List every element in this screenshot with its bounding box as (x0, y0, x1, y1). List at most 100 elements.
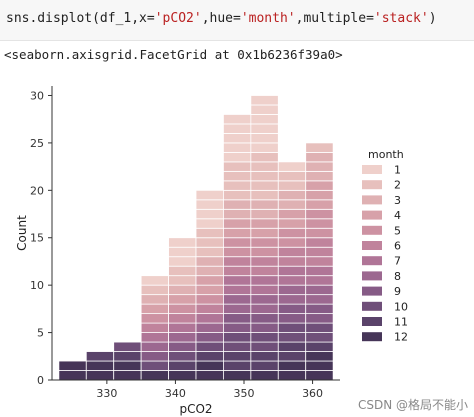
bar-segment (195, 237, 224, 248)
bar-segment (195, 227, 224, 239)
bar-segment (223, 208, 252, 220)
bar-segment (305, 199, 334, 210)
bar-segment (305, 237, 334, 248)
bar-segment (223, 360, 252, 371)
legend-label: 1 (394, 164, 401, 177)
bar-segment (250, 142, 279, 153)
bar-segment (250, 180, 279, 191)
bar-segment (85, 351, 115, 362)
bar-segment (250, 189, 279, 201)
legend-label: 6 (394, 240, 401, 253)
bar-segment (195, 294, 224, 305)
bar-segment (250, 341, 279, 352)
legend-swatch (362, 241, 382, 250)
bar-segment (250, 123, 279, 134)
bar-segment (140, 351, 169, 362)
bar-segment (277, 170, 307, 182)
bar-segment (250, 133, 279, 144)
bar-segment (223, 351, 252, 362)
bar-segment (277, 370, 307, 381)
bar-segment (305, 284, 334, 296)
bar-segment (277, 227, 307, 239)
bar-segment (168, 370, 197, 381)
bar-segment (85, 370, 115, 381)
bar-segment (305, 227, 334, 239)
bar-segment (250, 275, 279, 286)
legend-label: 11 (394, 316, 408, 329)
bar-segment (250, 313, 279, 324)
legend-swatch (362, 317, 382, 326)
legend-label: 2 (394, 179, 401, 192)
legend-swatch (362, 180, 382, 190)
bar-segment (195, 265, 224, 277)
bar-segment (168, 351, 197, 362)
bar-segment (223, 246, 252, 258)
bar-segment (277, 256, 307, 267)
bar-segment (168, 322, 197, 333)
bar-segment (305, 208, 334, 220)
bar-segment (305, 360, 334, 371)
bar-segment (250, 237, 279, 248)
bar-segment (223, 161, 252, 172)
bar-segment (250, 256, 279, 267)
bar-segment (250, 161, 279, 172)
bar-segment (168, 284, 197, 296)
y-tick-label: 25 (30, 137, 44, 150)
bar-segment (140, 332, 169, 343)
bar-segment (195, 275, 224, 286)
output-text: <seaborn.axisgrid.FacetGrid at 0x1b6236f… (4, 47, 343, 62)
bar-segment (277, 332, 307, 343)
code-arg-hue: 'month' (240, 11, 296, 26)
x-tick-label: 350 (234, 387, 255, 400)
bar-segment (305, 161, 334, 172)
bar-segment (58, 370, 87, 381)
y-tick-label: 10 (30, 279, 44, 292)
code-prefix: sns.displot(df_1,x= (6, 11, 155, 26)
bar-segment (277, 313, 307, 324)
bar-segment (223, 275, 252, 286)
bar-segment (195, 360, 224, 371)
bar-segment (168, 265, 197, 277)
bar-segment (140, 370, 169, 381)
bar-segment (168, 360, 197, 371)
bar-segment (277, 237, 307, 248)
bar-segment (140, 360, 169, 371)
bar-segment (277, 294, 307, 305)
x-axis-label: pCO2 (179, 402, 212, 416)
bar-segment (305, 351, 334, 362)
bar-segment (223, 199, 252, 210)
bar-segment (250, 284, 279, 296)
bar-segment (140, 284, 169, 296)
watermark: CSDN @格局不能小 (357, 398, 468, 412)
bar-segment (140, 275, 169, 286)
bar-layer (58, 95, 334, 381)
legend-label: 10 (394, 300, 408, 313)
legend-swatch (362, 210, 382, 220)
bar-segment (223, 284, 252, 296)
bar-segment (140, 341, 169, 352)
bar-segment (223, 332, 252, 343)
bar-segment (250, 227, 279, 239)
bar-segment (250, 322, 279, 333)
bar-segment (223, 151, 252, 163)
legend-title: month (368, 148, 404, 161)
bar-segment (250, 151, 279, 163)
legend-label: 9 (394, 285, 401, 298)
bar-segment (85, 360, 115, 371)
legend-swatch (362, 271, 382, 281)
code-cell[interactable]: sns.displot(df_1,x='pCO2',hue='month',mu… (0, 0, 474, 41)
bar-segment (223, 133, 252, 144)
bar-segment (58, 360, 87, 371)
legend-label: 5 (394, 224, 401, 237)
y-tick-label: 0 (37, 374, 44, 387)
bar-segment (168, 313, 197, 324)
bar-segment (195, 370, 224, 381)
bar-segment (305, 180, 334, 191)
code-line[interactable]: sns.displot(df_1,x='pCO2',hue='month',mu… (6, 11, 437, 26)
bar-segment (195, 341, 224, 352)
bar-segment (168, 303, 197, 315)
legend-label: 12 (394, 331, 408, 344)
bar-segment (140, 303, 169, 315)
bar-segment (140, 313, 169, 324)
